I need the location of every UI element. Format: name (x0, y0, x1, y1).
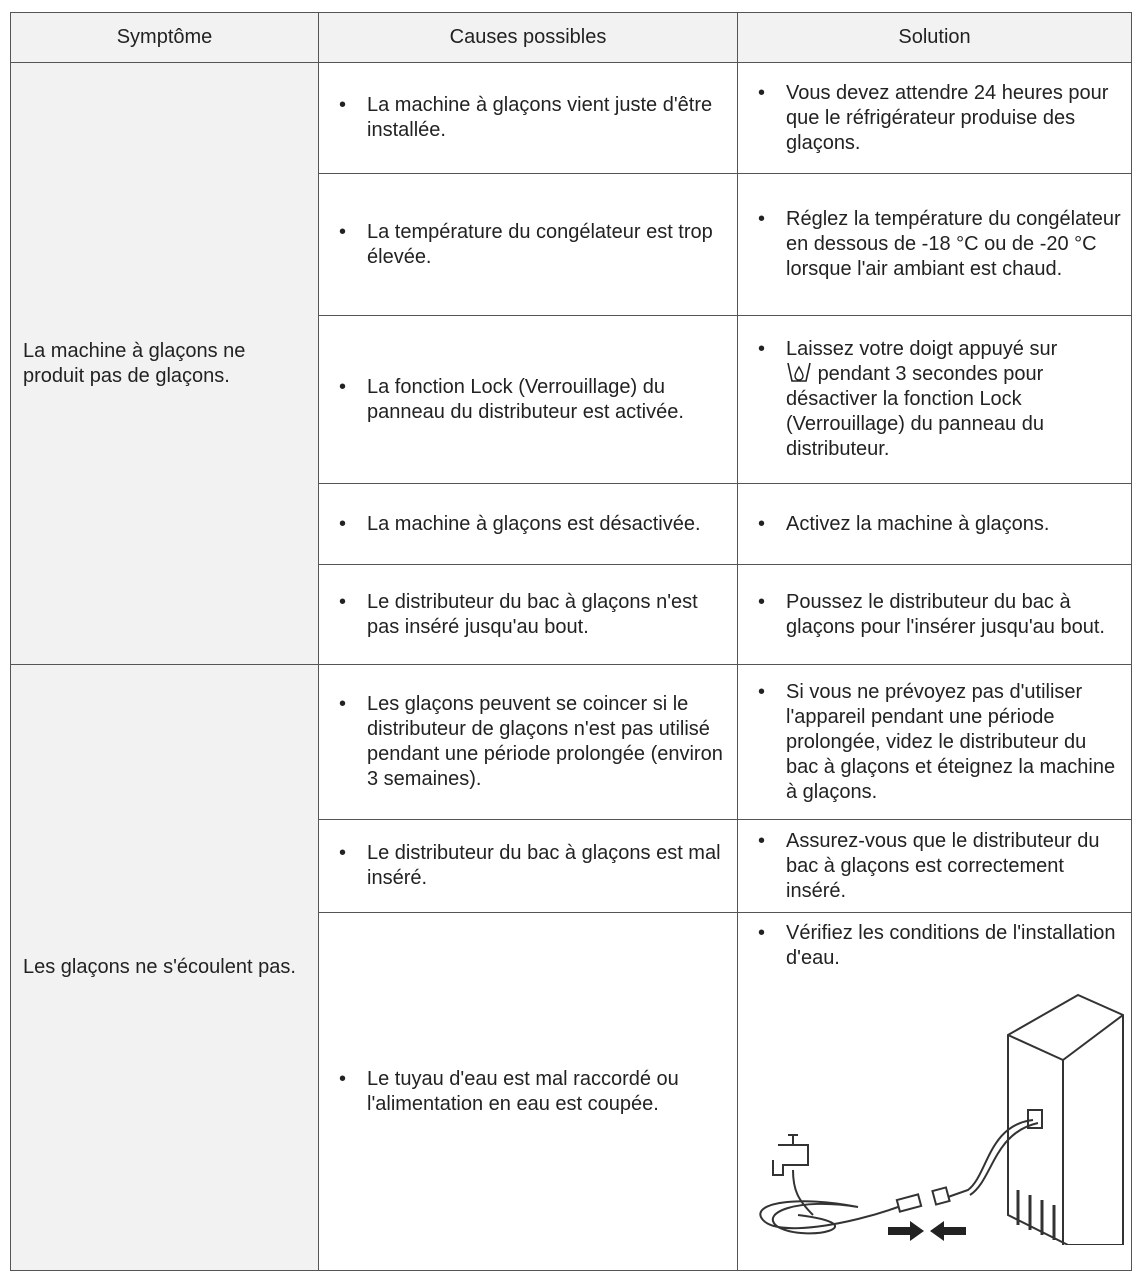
cause: La température du congélateur est trop é… (339, 220, 727, 270)
cause: Le tuyau d'eau est mal raccordé ou l'ali… (339, 1067, 727, 1117)
header-cell: Symptôme (10, 12, 319, 63)
header-cell: Causes possibles (318, 12, 738, 63)
cause: Les glaçons peuvent se coincer si le dis… (339, 692, 727, 792)
lock-icon (787, 362, 811, 382)
header-cell: Solution (737, 12, 1132, 63)
cause: La fonction Lock (Verrouillage) du panne… (339, 375, 727, 425)
solution: Vous devez attendre 24 heures pour que l… (758, 81, 1121, 156)
solution: Assurez-vous que le distributeur du bac … (758, 829, 1121, 904)
solution: Réglez la température du congélateur en … (758, 207, 1121, 282)
water-connection-illustration (759, 993, 1124, 1245)
solution-text: Laissez votre doigt appuyé sur (786, 338, 1058, 360)
cause: La machine à glaçons est désactivée. (339, 512, 727, 537)
cause: Le distributeur du bac à glaçons n'est p… (339, 590, 727, 640)
cause: Le distributeur du bac à glaçons est mal… (339, 841, 727, 891)
solution: Activez la machine à glaçons. (758, 512, 1121, 537)
solution: Vérifiez les conditions de l'installatio… (758, 921, 1121, 971)
solution: Poussez le distributeur du bac à glaçons… (758, 590, 1121, 640)
cause: La machine à glaçons vient juste d'être … (339, 93, 727, 143)
symptom: Les glaçons ne s'écoulent pas. (10, 664, 319, 1271)
symptom: La machine à glaçons ne produit pas de g… (10, 62, 319, 665)
solution-text: pendant 3 secondes pour désactiver la fo… (786, 363, 1044, 460)
header-row: Symptôme Causes possibles Solution (10, 12, 1132, 63)
solution: Si vous ne prévoyez pas d'utiliser l'app… (758, 680, 1121, 805)
solution: Laissez votre doigt appuyé sur pendant 3… (758, 337, 1121, 462)
troubleshooting-table: Symptôme Causes possibles Solution La ma… (10, 12, 1132, 1271)
